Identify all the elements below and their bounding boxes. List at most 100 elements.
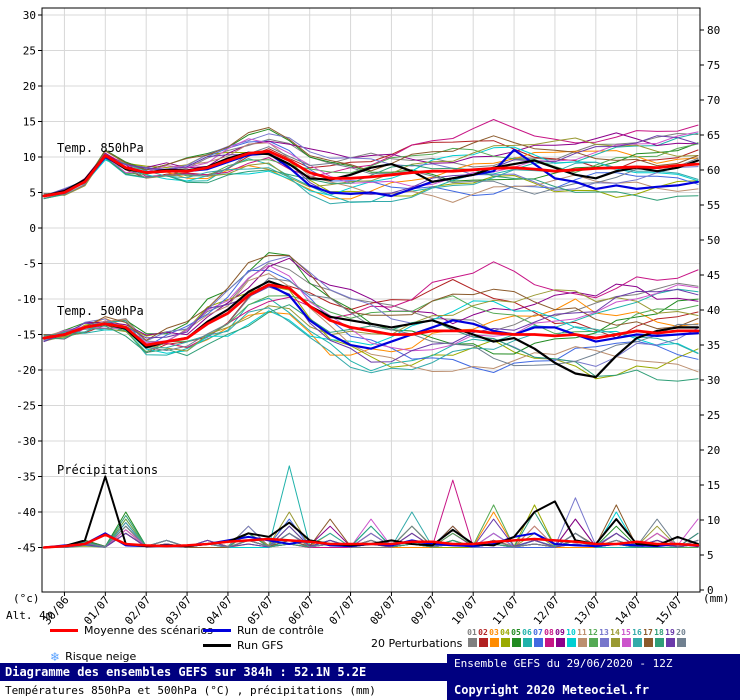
diagram-title: Diagramme des ensembles GEFS sur 384h : …	[0, 663, 447, 681]
perturbation-number: 08	[544, 628, 554, 637]
mean-line-swatch	[50, 629, 78, 632]
svg-text:-40: -40	[16, 506, 36, 519]
svg-text:08/07: 08/07	[367, 594, 398, 628]
control-line-swatch	[203, 629, 231, 632]
legend-gfs: Run GFS	[203, 639, 283, 652]
svg-text:10: 10	[707, 514, 720, 527]
perturbation-number: 15	[621, 628, 631, 637]
svg-text:09/07: 09/07	[408, 594, 439, 628]
perturbation-number: 16	[632, 628, 642, 637]
svg-text:(mm): (mm)	[703, 592, 730, 605]
perturbation-square	[588, 638, 598, 647]
perturbation-item: 03	[489, 628, 499, 647]
perturbation-number: 18	[654, 628, 664, 637]
svg-text:30: 30	[707, 374, 720, 387]
svg-text:50: 50	[707, 234, 720, 247]
svg-text:-25: -25	[16, 400, 36, 413]
perturbation-number: 20	[676, 628, 686, 637]
perturbation-square	[654, 638, 664, 647]
perturbation-square	[577, 638, 587, 647]
perturbation-item: 11	[577, 628, 587, 647]
svg-text:07/07: 07/07	[327, 594, 358, 628]
perturbation-item: 13	[599, 628, 609, 647]
svg-text:05/07: 05/07	[245, 594, 276, 628]
diagram-subtitle: Températures 850hPa et 500hPa (°C) , pré…	[0, 681, 447, 700]
svg-text:5: 5	[29, 187, 36, 200]
legend-control-label: Run de contrôle	[237, 624, 324, 637]
gfs-line-swatch	[203, 644, 231, 647]
perturbation-square	[632, 638, 642, 647]
svg-text:(°c): (°c)	[13, 592, 40, 605]
snowflake-icon: ❄	[50, 649, 61, 664]
perturbation-item: 09	[555, 628, 565, 647]
perturbation-number: 03	[489, 628, 499, 637]
perturbation-item: 12	[588, 628, 598, 647]
run-info-box: Ensemble GEFS du 29/06/2020 - 12Z Copyri…	[447, 654, 740, 700]
perturbation-number: 02	[478, 628, 488, 637]
perturbation-number: 01	[467, 628, 477, 637]
perturbation-square	[676, 638, 686, 647]
svg-text:25: 25	[707, 409, 720, 422]
svg-text:02/07: 02/07	[122, 594, 153, 628]
run-label: Ensemble GEFS du 29/06/2020 - 12Z	[454, 657, 673, 670]
perturbation-number: 11	[577, 628, 587, 637]
perturbation-item: 19	[665, 628, 675, 647]
perturbation-number: 05	[511, 628, 521, 637]
perturbation-item: 18	[654, 628, 664, 647]
svg-text:0: 0	[29, 222, 36, 235]
perturbation-item: 17	[643, 628, 653, 647]
svg-text:Temp. 850hPa: Temp. 850hPa	[57, 141, 144, 155]
svg-text:25: 25	[23, 45, 36, 58]
svg-text:14/07: 14/07	[613, 594, 644, 628]
svg-text:11/07: 11/07	[490, 594, 521, 628]
svg-text:35: 35	[707, 339, 720, 352]
svg-text:13/07: 13/07	[572, 594, 603, 628]
legend-gfs-label: Run GFS	[237, 639, 284, 652]
perturbation-square	[478, 638, 488, 647]
svg-text:70: 70	[707, 94, 720, 107]
perturbation-item: 05	[511, 628, 521, 647]
svg-text:-20: -20	[16, 364, 36, 377]
perturbation-color-strip: 01 02 03 04 05 06 07 08 09 10 11 12 13 14 15 16 17 18 19 20	[467, 628, 686, 647]
perturbation-number: 12	[588, 628, 598, 637]
svg-text:55: 55	[707, 199, 720, 212]
svg-text:Alt. 4m: Alt. 4m	[6, 609, 53, 622]
perturbation-square	[533, 638, 543, 647]
svg-text:40: 40	[707, 304, 720, 317]
svg-text:Précipitations: Précipitations	[57, 463, 158, 477]
perturbation-item: 08	[544, 628, 554, 647]
legend-mean: Moyenne des scénarios	[50, 624, 213, 637]
perturbation-square	[500, 638, 510, 647]
svg-text:80: 80	[707, 24, 720, 37]
svg-text:-35: -35	[16, 471, 36, 484]
perturbation-number: 04	[500, 628, 510, 637]
perturbation-number: 19	[665, 628, 675, 637]
svg-text:0: 0	[707, 584, 714, 597]
svg-text:5: 5	[707, 549, 714, 562]
perturbation-item: 02	[478, 628, 488, 647]
perturbation-item: 15	[621, 628, 631, 647]
perturbation-item: 10	[566, 628, 576, 647]
svg-text:04/07: 04/07	[204, 594, 235, 628]
svg-text:65: 65	[707, 129, 720, 142]
perturbation-item: 01	[467, 628, 477, 647]
svg-text:75: 75	[707, 59, 720, 72]
perturbation-square	[610, 638, 620, 647]
perturbation-square	[566, 638, 576, 647]
svg-text:06/07: 06/07	[286, 594, 317, 628]
perturbation-square	[544, 638, 554, 647]
svg-text:-15: -15	[16, 329, 36, 342]
svg-text:12/07: 12/07	[531, 594, 562, 628]
perturbation-square	[665, 638, 675, 647]
perturbation-square	[621, 638, 631, 647]
copyright-label: Copyright 2020 Meteociel.fr	[454, 683, 650, 697]
perturbation-number: 06	[522, 628, 532, 637]
perturbation-item: 06	[522, 628, 532, 647]
svg-text:60: 60	[707, 164, 720, 177]
perturbation-item: 04	[500, 628, 510, 647]
perturbation-number: 17	[643, 628, 653, 637]
svg-text:30: 30	[23, 9, 36, 22]
perturbation-square	[522, 638, 532, 647]
